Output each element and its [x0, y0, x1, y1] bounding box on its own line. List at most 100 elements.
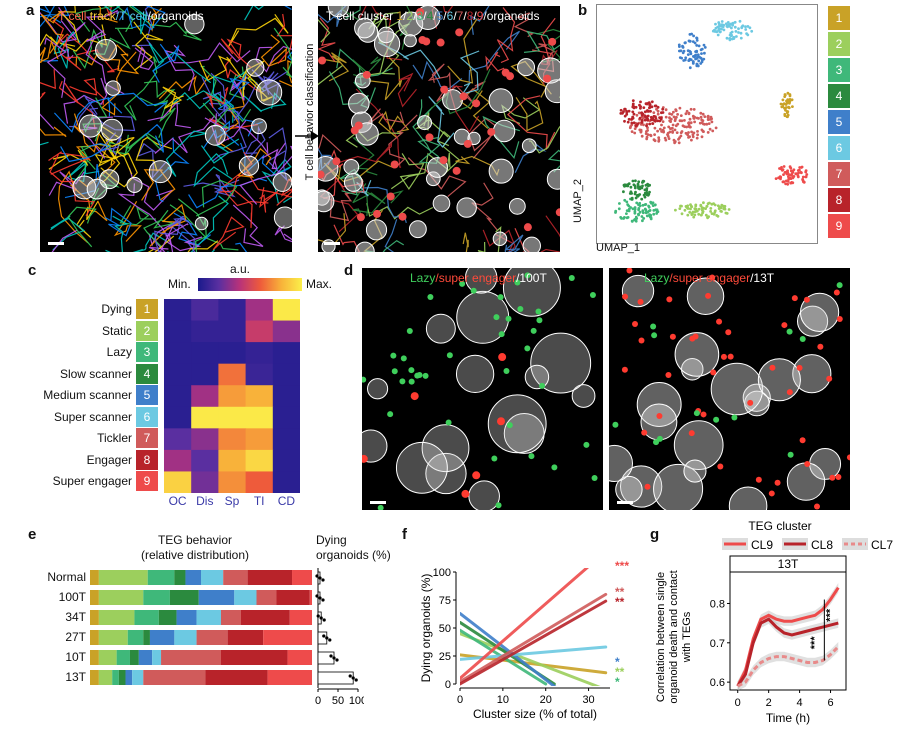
heatmap-cell [164, 449, 192, 472]
umap-point [730, 37, 734, 41]
umap-point [642, 217, 646, 220]
umap-point [699, 111, 703, 115]
umap-point [614, 209, 618, 213]
umap-point [634, 124, 638, 128]
umap-point [714, 22, 717, 26]
umap-point [729, 34, 733, 38]
umap-point [663, 136, 667, 140]
cell-track [220, 151, 269, 207]
umap-point [687, 121, 691, 125]
cell-track [154, 235, 219, 252]
x-axis-label: Cluster size (% of total) [473, 707, 597, 721]
super-engager-t-cell [796, 364, 803, 371]
organoid [546, 168, 560, 190]
heatmap-cell [272, 406, 300, 429]
umap-point [651, 122, 654, 125]
super-engager-t-cell [786, 389, 793, 396]
umap-point [794, 172, 798, 176]
cell-track [141, 169, 176, 201]
umap-point [681, 124, 685, 128]
cell-track [388, 114, 418, 167]
scale-max: Max. [306, 277, 333, 291]
cell-track [118, 6, 166, 31]
umap-point [783, 112, 787, 116]
cell-track [260, 34, 288, 67]
cell-track [141, 123, 164, 153]
umap-point [785, 115, 789, 118]
stacked-segment-cluster-5 [185, 570, 201, 585]
cell-track [244, 125, 266, 159]
scale-bar [324, 242, 340, 245]
umap-point [713, 203, 717, 207]
umap-point [787, 106, 791, 110]
significance-marker: ** [615, 595, 625, 609]
umap-point [638, 204, 642, 208]
cell-track [513, 12, 534, 38]
umap-point [631, 110, 635, 114]
cluster-badge-6: 6 [828, 136, 850, 160]
umap-point [718, 30, 722, 34]
cell-track [164, 42, 251, 64]
umap-point [692, 131, 696, 135]
teg-stacked-bars [90, 570, 312, 685]
umap-point [786, 182, 790, 186]
umap-point [667, 137, 671, 141]
umap-point [693, 213, 697, 217]
umap-point [782, 173, 785, 177]
umap-point [725, 212, 729, 215]
cell-track [148, 42, 212, 84]
umap-point [637, 111, 641, 115]
organoid [757, 358, 801, 402]
umap-point [626, 184, 630, 188]
umap-point [695, 136, 699, 140]
lazy-t-cell [612, 421, 619, 428]
umap-point [656, 105, 660, 109]
umap-point [782, 180, 786, 184]
umap-point [631, 99, 635, 102]
heatmap-cell [272, 363, 300, 386]
heatmap-cell [191, 299, 219, 322]
cell-track [278, 59, 292, 87]
lazy-t-cell [650, 323, 657, 330]
umap-point [798, 168, 801, 172]
cell-track [40, 126, 67, 138]
lazy-t-cell [505, 315, 512, 322]
cell-track [209, 118, 258, 141]
umap-point [687, 131, 690, 134]
umap-point [643, 203, 647, 207]
cell-track [251, 69, 289, 90]
umap-point [630, 121, 634, 125]
significance-marker: ** [615, 665, 625, 679]
umap-point [744, 25, 747, 29]
organoid [327, 6, 349, 18]
umap-point [653, 126, 657, 130]
y-axis-label: organoid death and contact [668, 570, 680, 703]
umap-point [617, 207, 621, 211]
stacked-segment-cluster-2 [98, 610, 135, 625]
cell-track [359, 6, 403, 61]
organoid [681, 357, 704, 381]
organoid [744, 390, 770, 417]
cell-track [105, 215, 129, 252]
umap-point [799, 171, 803, 174]
organoid-render-100T [362, 268, 598, 510]
organoid [105, 80, 121, 96]
panel-c-label: c [28, 262, 37, 279]
track-overlay [40, 6, 292, 252]
separator: / [403, 9, 407, 23]
umap-point [695, 36, 699, 40]
cell-track [123, 56, 158, 121]
umap-point [648, 209, 652, 212]
umap-point [631, 179, 635, 183]
stacked-segment-cluster-9 [263, 630, 312, 645]
cell-track [384, 219, 398, 252]
umap-point [788, 176, 792, 180]
plot-area [460, 568, 608, 686]
cell-track [261, 142, 286, 170]
cluster-badge-2: 2 [828, 32, 850, 56]
umap-point [636, 122, 640, 126]
umap-point [680, 119, 684, 123]
t-cell [459, 92, 468, 101]
cell-track [323, 160, 394, 183]
lazy-t-cell [656, 435, 663, 442]
